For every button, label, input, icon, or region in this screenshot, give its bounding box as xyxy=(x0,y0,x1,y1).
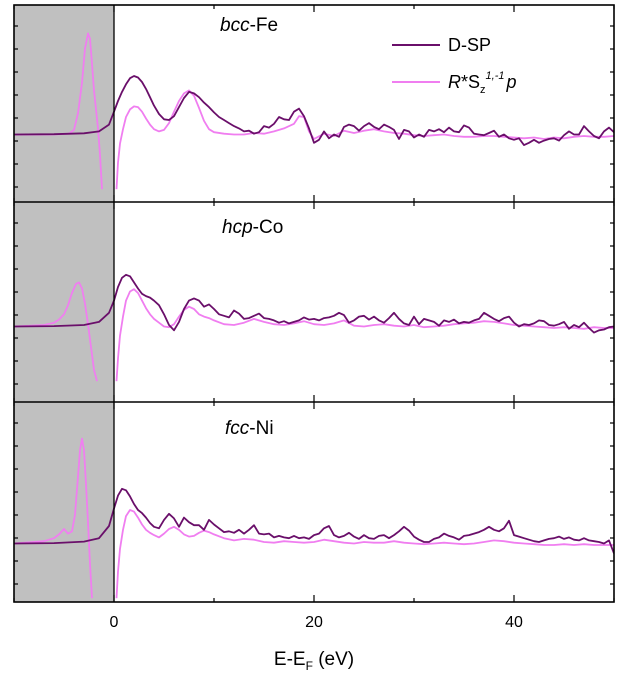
legend-label-dsp: D-SP xyxy=(448,35,491,55)
occupied-states-shading xyxy=(14,5,114,602)
legend-label-r: R xyxy=(448,72,461,92)
legend-label-sup: 1,-1 xyxy=(486,70,505,82)
panel-title-fcc-ni: fcc-Ni xyxy=(225,418,274,439)
panel-title-italic: hcp xyxy=(222,217,253,238)
panel-title-italic: fcc xyxy=(225,418,250,439)
series-line-dsp xyxy=(14,273,614,334)
x-tick-label: 20 xyxy=(305,614,323,631)
legend-label-p: p xyxy=(505,72,516,92)
x-tick-labels: 0 20 40 xyxy=(110,614,523,631)
shaded-region xyxy=(14,5,114,602)
series-line-rsp xyxy=(14,437,614,599)
legend-label-s: *S xyxy=(461,72,480,92)
series-line-rsp xyxy=(14,281,614,382)
series-line-dsp xyxy=(14,75,614,146)
panel-title-rest: -Fe xyxy=(250,15,279,36)
panel-title-italic: bcc xyxy=(220,15,250,36)
panel-title-rest: -Co xyxy=(253,217,284,238)
series-line-rsp xyxy=(14,32,614,190)
legend: D-SP R*Sz1,-1 p xyxy=(392,35,517,96)
axis-ticks xyxy=(13,5,615,602)
series-layer xyxy=(14,32,614,599)
series-line-dsp xyxy=(14,487,614,554)
panel-title-rest: -Ni xyxy=(249,418,273,439)
x-axis-label-main: E-E xyxy=(274,649,306,670)
x-tick-label: 0 xyxy=(110,614,119,631)
panel-2-series xyxy=(14,437,614,599)
legend-label-rsp: R*Sz1,-1 p xyxy=(448,70,517,96)
panel-0-series xyxy=(14,32,614,190)
panel-title-hcp-co: hcp-Co xyxy=(222,217,283,238)
legend-label-sub: z xyxy=(480,84,486,96)
x-axis-label-sub: F xyxy=(306,659,313,673)
panel-title-bcc-fe: bcc-Fe xyxy=(220,15,278,36)
x-tick-label: 40 xyxy=(505,614,523,631)
panel-1-series xyxy=(14,273,614,382)
x-axis-label: E-EF (eV) xyxy=(274,649,354,673)
x-axis-label-unit: (eV) xyxy=(313,649,354,670)
